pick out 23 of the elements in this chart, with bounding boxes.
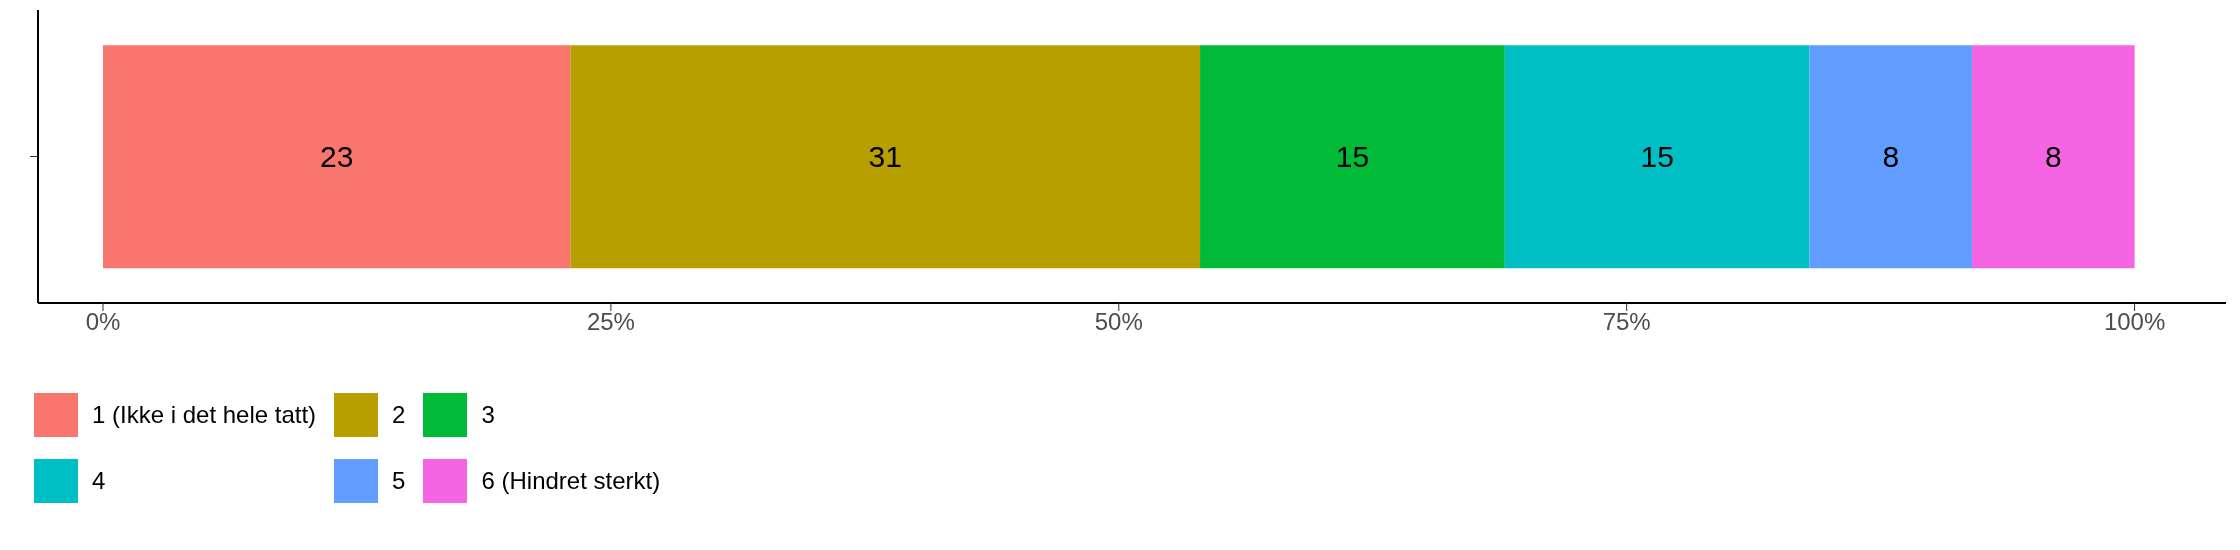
data-label: 15 [1335,140,1370,174]
x-tick-label: 100% [2103,308,2166,336]
bar [1972,45,2135,269]
legend-label: 2 [392,401,406,429]
x-tick-label: 50% [1094,308,1143,336]
x-tick-label: 75% [1602,308,1651,336]
x-tick-label: 25% [586,308,635,336]
legend-label: 4 [92,467,106,495]
legend-label: 1 (Ikke i det hele tatt) [92,401,317,429]
bar [103,45,571,269]
bar [1504,45,1810,269]
legend-label: 3 [481,401,495,429]
data-label: 15 [1640,140,1674,174]
data-label: 8 [1882,140,1900,174]
data-label: 23 [319,140,354,174]
bar [1200,45,1505,269]
legend-label: 6 (Hindret sterkt) [481,467,661,495]
bar [570,45,1201,269]
bar [1809,45,1973,269]
data-label: 8 [2044,140,2062,174]
legend-label: 5 [392,467,406,495]
data-label: 31 [868,140,902,174]
x-tick-label: 0% [85,308,121,336]
